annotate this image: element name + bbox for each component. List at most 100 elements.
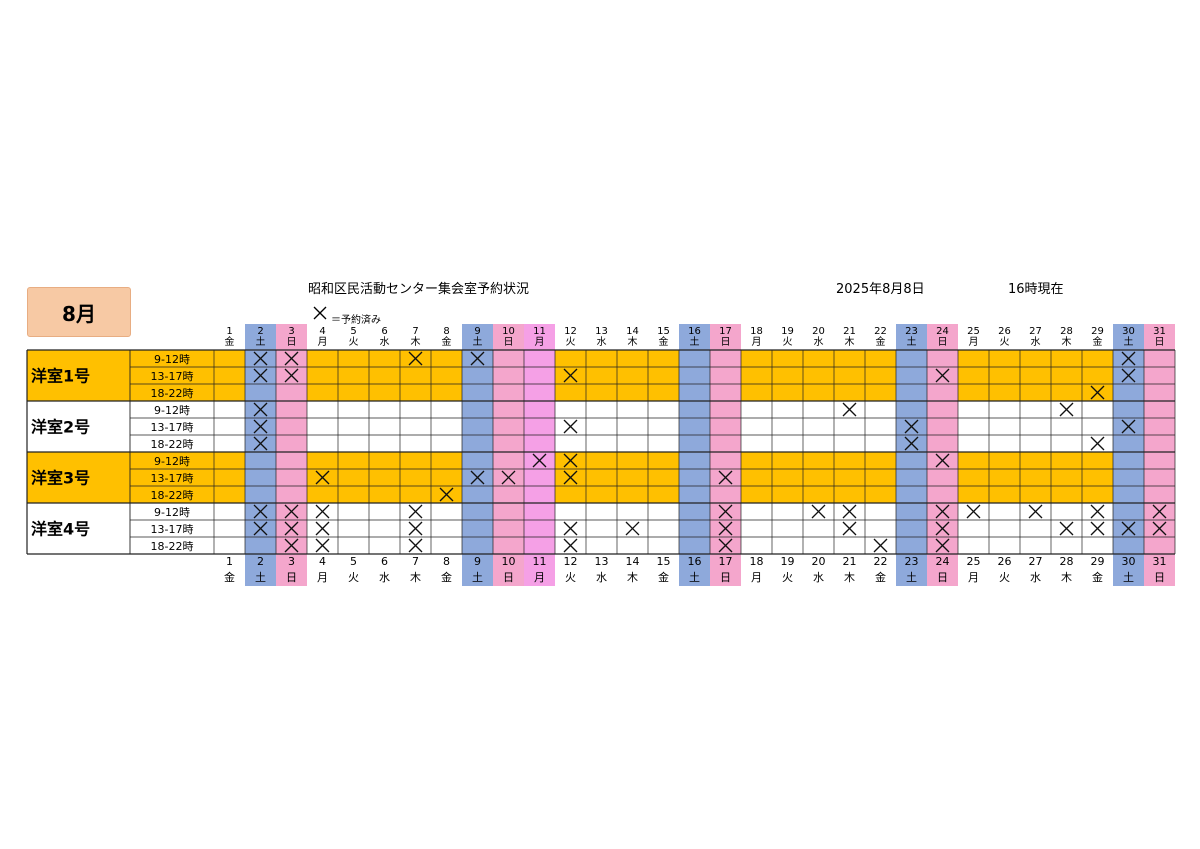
- header-day-number: 25: [967, 326, 980, 337]
- header-weekday: 日: [721, 337, 731, 348]
- booked-mark: [315, 521, 330, 536]
- footer-weekday: 月: [317, 571, 328, 584]
- footer-weekday: 火: [565, 571, 576, 584]
- header-weekday: 木: [628, 336, 638, 348]
- footer-day-number: 9: [474, 555, 481, 568]
- booked-mark: [315, 538, 330, 553]
- booked-mark: [1090, 436, 1105, 451]
- booked-mark: [935, 521, 950, 536]
- header-weekday: 火: [349, 336, 359, 348]
- footer-weekday: 金: [224, 570, 235, 584]
- footer-day-number: 31: [1153, 555, 1167, 568]
- header-weekday: 土: [473, 335, 483, 348]
- booked-mark: [842, 504, 857, 519]
- header-day-number: 21: [843, 326, 856, 337]
- footer-day-number: 13: [595, 555, 609, 568]
- header-day-number: 17: [719, 326, 732, 337]
- booked-mark: [563, 521, 578, 536]
- time-slot-label: 18-22時: [151, 540, 194, 553]
- header-day-number: 23: [905, 326, 918, 337]
- booked-mark: [253, 504, 268, 519]
- booked-mark: [1090, 521, 1105, 536]
- header-day-number: 30: [1122, 326, 1135, 337]
- booked-mark: [284, 538, 299, 553]
- footer-day-number: 29: [1091, 555, 1105, 568]
- as-of-time: 16時現在: [1008, 282, 1064, 297]
- footer-day-number: 25: [967, 555, 981, 568]
- footer-weekday: 水: [596, 571, 607, 584]
- booked-mark: [1090, 385, 1105, 400]
- footer-weekday: 土: [472, 571, 483, 584]
- day-column-shade: [245, 324, 276, 554]
- header-weekday: 土: [256, 335, 266, 348]
- booked-mark: [253, 368, 268, 383]
- footer-day-number: 22: [874, 555, 888, 568]
- footer-day-number: 20: [812, 555, 826, 568]
- booked-mark: [904, 436, 919, 451]
- booked-mark: [253, 419, 268, 434]
- legend-label: ＝予約済み: [331, 315, 381, 326]
- time-slot-label: 9-12時: [154, 404, 190, 417]
- booked-mark: [563, 368, 578, 383]
- footer-weekday: 火: [782, 571, 793, 584]
- booked-mark: [532, 453, 547, 468]
- footer-day-number: 23: [905, 555, 919, 568]
- header-weekday: 金: [225, 335, 235, 348]
- footer-day-number: 14: [626, 555, 640, 568]
- header-weekday: 火: [566, 336, 576, 348]
- header-weekday: 火: [1000, 336, 1010, 348]
- booked-mark: [408, 538, 423, 553]
- time-slot-label: 13-17時: [151, 523, 194, 536]
- booked-mark: [811, 504, 826, 519]
- footer-weekday: 金: [875, 570, 886, 584]
- day-column-shade: [896, 324, 927, 554]
- footer-day-number: 1: [226, 555, 233, 568]
- booked-mark: [284, 351, 299, 366]
- header-day-number: 6: [381, 326, 387, 337]
- footer-day-number: 21: [843, 555, 857, 568]
- booked-mark: [501, 470, 516, 485]
- booked-mark: [1121, 521, 1136, 536]
- footer-day-number: 27: [1029, 555, 1043, 568]
- booked-mark: [253, 351, 268, 366]
- header-weekday: 土: [690, 335, 700, 348]
- day-column-shade: [493, 324, 524, 554]
- booked-mark: [1028, 504, 1043, 519]
- footer-weekday: 日: [720, 571, 731, 584]
- footer-day-number: 7: [412, 555, 419, 568]
- header-day-number: 12: [564, 326, 577, 337]
- booked-mark: [315, 470, 330, 485]
- footer-day-number: 19: [781, 555, 795, 568]
- header-day-number: 2: [257, 326, 263, 337]
- header-weekday: 金: [1093, 335, 1103, 348]
- booked-mark: [1121, 351, 1136, 366]
- day-column-shade: [524, 324, 555, 554]
- footer-weekday: 月: [968, 571, 979, 584]
- room-band: [27, 350, 1175, 401]
- day-column-shade: [276, 552, 307, 586]
- header-day-number: 20: [812, 326, 825, 337]
- day-column-shade: [524, 552, 555, 586]
- booked-mark: [408, 504, 423, 519]
- booked-mark: [1059, 402, 1074, 417]
- footer-weekday: 木: [1061, 571, 1072, 584]
- footer-weekday: 水: [1030, 571, 1041, 584]
- booked-mark: [904, 419, 919, 434]
- footer-weekday: 土: [255, 571, 266, 584]
- room-name: 洋室2号: [31, 418, 90, 437]
- header-day-number: 18: [750, 326, 763, 337]
- day-column-shade: [1144, 552, 1175, 586]
- booked-mark: [439, 487, 454, 502]
- booked-mark: [935, 504, 950, 519]
- header-day-number: 19: [781, 326, 794, 337]
- footer-weekday: 金: [658, 570, 669, 584]
- header-day-number: 22: [874, 326, 887, 337]
- booked-mark: [935, 368, 950, 383]
- footer-weekday: 日: [1154, 571, 1165, 584]
- booked-mark: [470, 351, 485, 366]
- day-column-shade: [1144, 324, 1175, 554]
- time-slot-label: 9-12時: [154, 506, 190, 519]
- booked-mark: [1121, 368, 1136, 383]
- booked-mark: [284, 504, 299, 519]
- header-weekday: 木: [411, 336, 421, 348]
